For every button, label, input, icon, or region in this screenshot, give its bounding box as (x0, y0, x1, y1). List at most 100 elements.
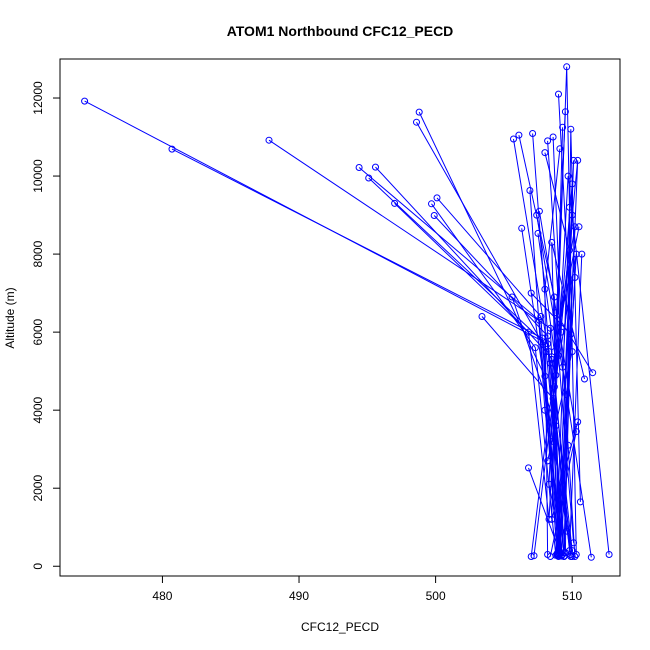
data-point (544, 340, 552, 348)
data-point (550, 293, 558, 301)
data-point (549, 359, 557, 367)
data-point (413, 118, 420, 126)
data-point (564, 441, 572, 449)
data-point (563, 391, 571, 399)
y-tick-label: 12000 (31, 81, 45, 115)
data-point (559, 123, 567, 131)
y-tick-label: 8000 (31, 240, 45, 267)
data-point (428, 200, 435, 208)
series-points (81, 63, 613, 561)
series-line-1 (84, 66, 577, 557)
series-line-31 (537, 226, 580, 352)
y-tick-label: 2000 (31, 475, 45, 502)
data-point (561, 108, 569, 116)
data-point (548, 238, 556, 246)
data-point (535, 207, 543, 215)
data-point (531, 344, 539, 352)
data-point (549, 437, 557, 445)
data-point (544, 457, 552, 465)
chart-title: ATOM1 Northbound CFC12_PECD (227, 23, 454, 39)
data-point (525, 328, 532, 336)
data-point (478, 313, 486, 320)
data-point (529, 130, 537, 137)
data-point (556, 145, 564, 153)
series-line-3 (268, 139, 579, 556)
data-point (540, 338, 547, 346)
x-tick-label: 490 (289, 589, 309, 603)
data-point (530, 552, 538, 560)
data-point (566, 246, 573, 254)
series-line-10 (431, 203, 570, 556)
data-point (555, 352, 562, 359)
data-point (541, 285, 549, 293)
data-point (81, 97, 89, 105)
data-point (537, 313, 545, 320)
data-point (535, 316, 543, 324)
series-line-12 (436, 197, 558, 556)
y-tick-label: 4000 (31, 396, 45, 423)
data-point (391, 199, 399, 207)
y-tick-label: 6000 (31, 318, 45, 345)
data-point (571, 274, 579, 281)
data-point (544, 137, 552, 145)
data-point (541, 372, 549, 380)
data-point (570, 156, 578, 164)
data-point (515, 131, 523, 139)
data-point (544, 551, 552, 558)
data-point (605, 551, 613, 558)
data-point (571, 223, 579, 231)
data-point (572, 428, 580, 436)
data-point (546, 324, 554, 332)
data-point (527, 289, 535, 297)
data-point (567, 330, 575, 338)
data-point (575, 223, 583, 231)
y-axis-label: Altitude (m) (3, 287, 17, 348)
data-point (265, 136, 273, 144)
data-point (549, 395, 557, 402)
data-point (587, 553, 595, 561)
y-tick-label: 10000 (31, 159, 45, 193)
y-axis: 0 2000 4000 6000 8000 10000 12000 (31, 81, 61, 570)
data-point (525, 464, 532, 472)
data-point (578, 250, 586, 258)
data-point (510, 135, 517, 143)
data-point (430, 212, 438, 219)
data-point (568, 180, 576, 188)
series-line-17 (529, 190, 565, 553)
data-point (526, 187, 534, 194)
data-point (559, 551, 567, 558)
series-line-20 (555, 312, 594, 373)
series-line-30 (544, 148, 561, 555)
data-point (563, 527, 571, 535)
data-point (518, 224, 526, 232)
x-tick-label: 480 (152, 589, 172, 603)
series-line-29 (530, 152, 571, 557)
series-line-23 (538, 211, 577, 557)
data-point (552, 422, 560, 430)
data-point (563, 63, 571, 71)
data-point (567, 551, 575, 558)
data-point (372, 163, 379, 171)
data-point (546, 359, 554, 367)
data-point (552, 371, 560, 379)
data-point (552, 309, 560, 317)
data-point (589, 369, 597, 377)
data-point (555, 90, 562, 98)
data-point (581, 375, 588, 383)
data-point (541, 149, 549, 157)
data-point (568, 211, 576, 219)
data-point (574, 156, 582, 164)
series-line-26 (548, 111, 566, 555)
x-tick-label: 510 (562, 589, 582, 603)
series-line-32 (530, 292, 572, 557)
series-line-6 (368, 177, 577, 557)
data-point (433, 194, 441, 202)
data-point (545, 480, 553, 488)
x-tick-label: 500 (426, 589, 446, 603)
data-point (550, 348, 558, 356)
x-axis-label: CFC12_PECD (301, 620, 379, 634)
data-point (557, 328, 565, 336)
data-point (415, 108, 423, 116)
data-point (567, 125, 575, 133)
